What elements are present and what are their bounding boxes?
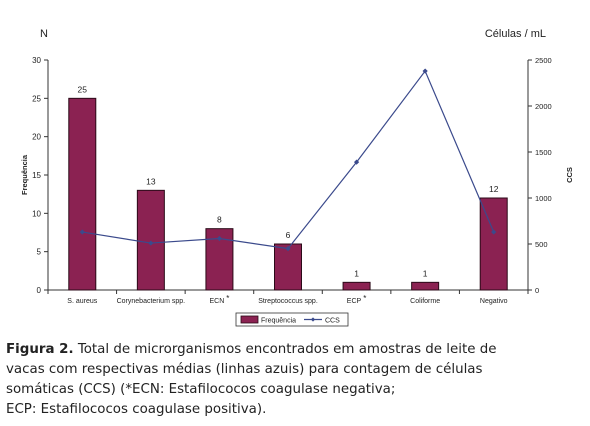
chart: 0 5 10 15 20 25 30 0 500 1000 1500 2000 2500 N Células… bbox=[20, 28, 574, 327]
ccs-point bbox=[422, 68, 428, 74]
bar-value-label: 1 bbox=[423, 268, 428, 278]
ccs-point bbox=[216, 235, 223, 242]
category-mark: * bbox=[363, 294, 366, 303]
left-tick-label: 10 bbox=[32, 209, 41, 218]
caption-line-3: somáticas (CCS) (*ECN: Estafilococos coa… bbox=[6, 382, 396, 397]
bar bbox=[479, 197, 508, 291]
caption-label: Figura 2. bbox=[6, 342, 74, 357]
category-label: Coliforme bbox=[410, 298, 440, 305]
caption-text-1: Total de microrganismos encontrados em a… bbox=[73, 342, 497, 357]
right-tick-label: 0 bbox=[535, 286, 539, 295]
ccs-point bbox=[285, 246, 291, 252]
legend: Frequência CCS bbox=[235, 312, 349, 327]
line-series bbox=[79, 68, 497, 252]
left-tick-label: 5 bbox=[37, 248, 42, 257]
ccs-point bbox=[79, 229, 85, 235]
category-mark: * bbox=[226, 294, 229, 303]
left-tick-label: 30 bbox=[32, 56, 41, 65]
legend-box bbox=[235, 312, 349, 327]
legend-label-ccs: CCS bbox=[325, 318, 340, 325]
caption-line-1: Figura 2. Total de microrganismos encont… bbox=[6, 340, 584, 360]
ccs-point bbox=[148, 240, 154, 246]
caption-line-2: vacas com respectivas médias (linhas azu… bbox=[6, 362, 483, 377]
axes: 0 5 10 15 20 25 30 0 500 1000 1500 2000 2500 N Células… bbox=[20, 28, 574, 295]
bar bbox=[136, 189, 165, 291]
right-tick-label: 2000 bbox=[535, 102, 552, 111]
left-axis-title: Frequência bbox=[20, 154, 29, 195]
bar bbox=[274, 243, 302, 291]
caption-line-4: ECP: Estafilococos coagulase positiva). bbox=[6, 402, 267, 417]
bar-value-label: 8 bbox=[217, 215, 222, 225]
left-tick-label: 25 bbox=[32, 94, 41, 103]
bar bbox=[68, 97, 97, 291]
right-tick-label: 1500 bbox=[535, 148, 552, 157]
category-label: Negativo bbox=[480, 298, 508, 305]
figure-caption: Figura 2. Total de microrganismos encont… bbox=[6, 340, 584, 420]
bar-value-label: 1 bbox=[354, 268, 359, 278]
category-label: Corynebacterium spp. bbox=[117, 298, 186, 305]
bar-series bbox=[68, 97, 508, 291]
right-axis-title: CCS bbox=[565, 167, 574, 183]
right-tick-label: 1000 bbox=[535, 194, 552, 203]
category-label: Streptococcus spp. bbox=[258, 298, 318, 305]
bar bbox=[342, 281, 371, 291]
bar bbox=[411, 281, 440, 291]
right-tick-label: 500 bbox=[535, 240, 548, 249]
left-top-label: N bbox=[40, 28, 48, 40]
bar-value-label: 12 bbox=[489, 184, 499, 194]
bar-value-label: 13 bbox=[146, 176, 156, 186]
category-label: S. aureus bbox=[67, 298, 97, 305]
category-label: ECN * bbox=[209, 294, 229, 305]
legend-label-frequencia: Frequência bbox=[261, 318, 296, 325]
right-tick-label: 2500 bbox=[535, 56, 552, 65]
labels: 25 S. aureus 13 Corynebacterium spp. 8 ECN * 6 S… bbox=[67, 84, 507, 305]
ccs-point bbox=[353, 159, 360, 165]
bar-value-label: 25 bbox=[78, 84, 88, 94]
legend-swatch-frequencia bbox=[240, 315, 259, 324]
left-tick-label: 0 bbox=[37, 286, 42, 295]
left-tick-label: 20 bbox=[32, 133, 41, 142]
left-tick-label: 15 bbox=[32, 171, 41, 180]
ccs-point bbox=[491, 229, 497, 235]
category-label: ECP * bbox=[347, 294, 367, 305]
right-top-label: Células / mL bbox=[485, 28, 546, 40]
legend-marker-ccs bbox=[310, 317, 316, 322]
bar-value-label: 6 bbox=[286, 230, 291, 240]
